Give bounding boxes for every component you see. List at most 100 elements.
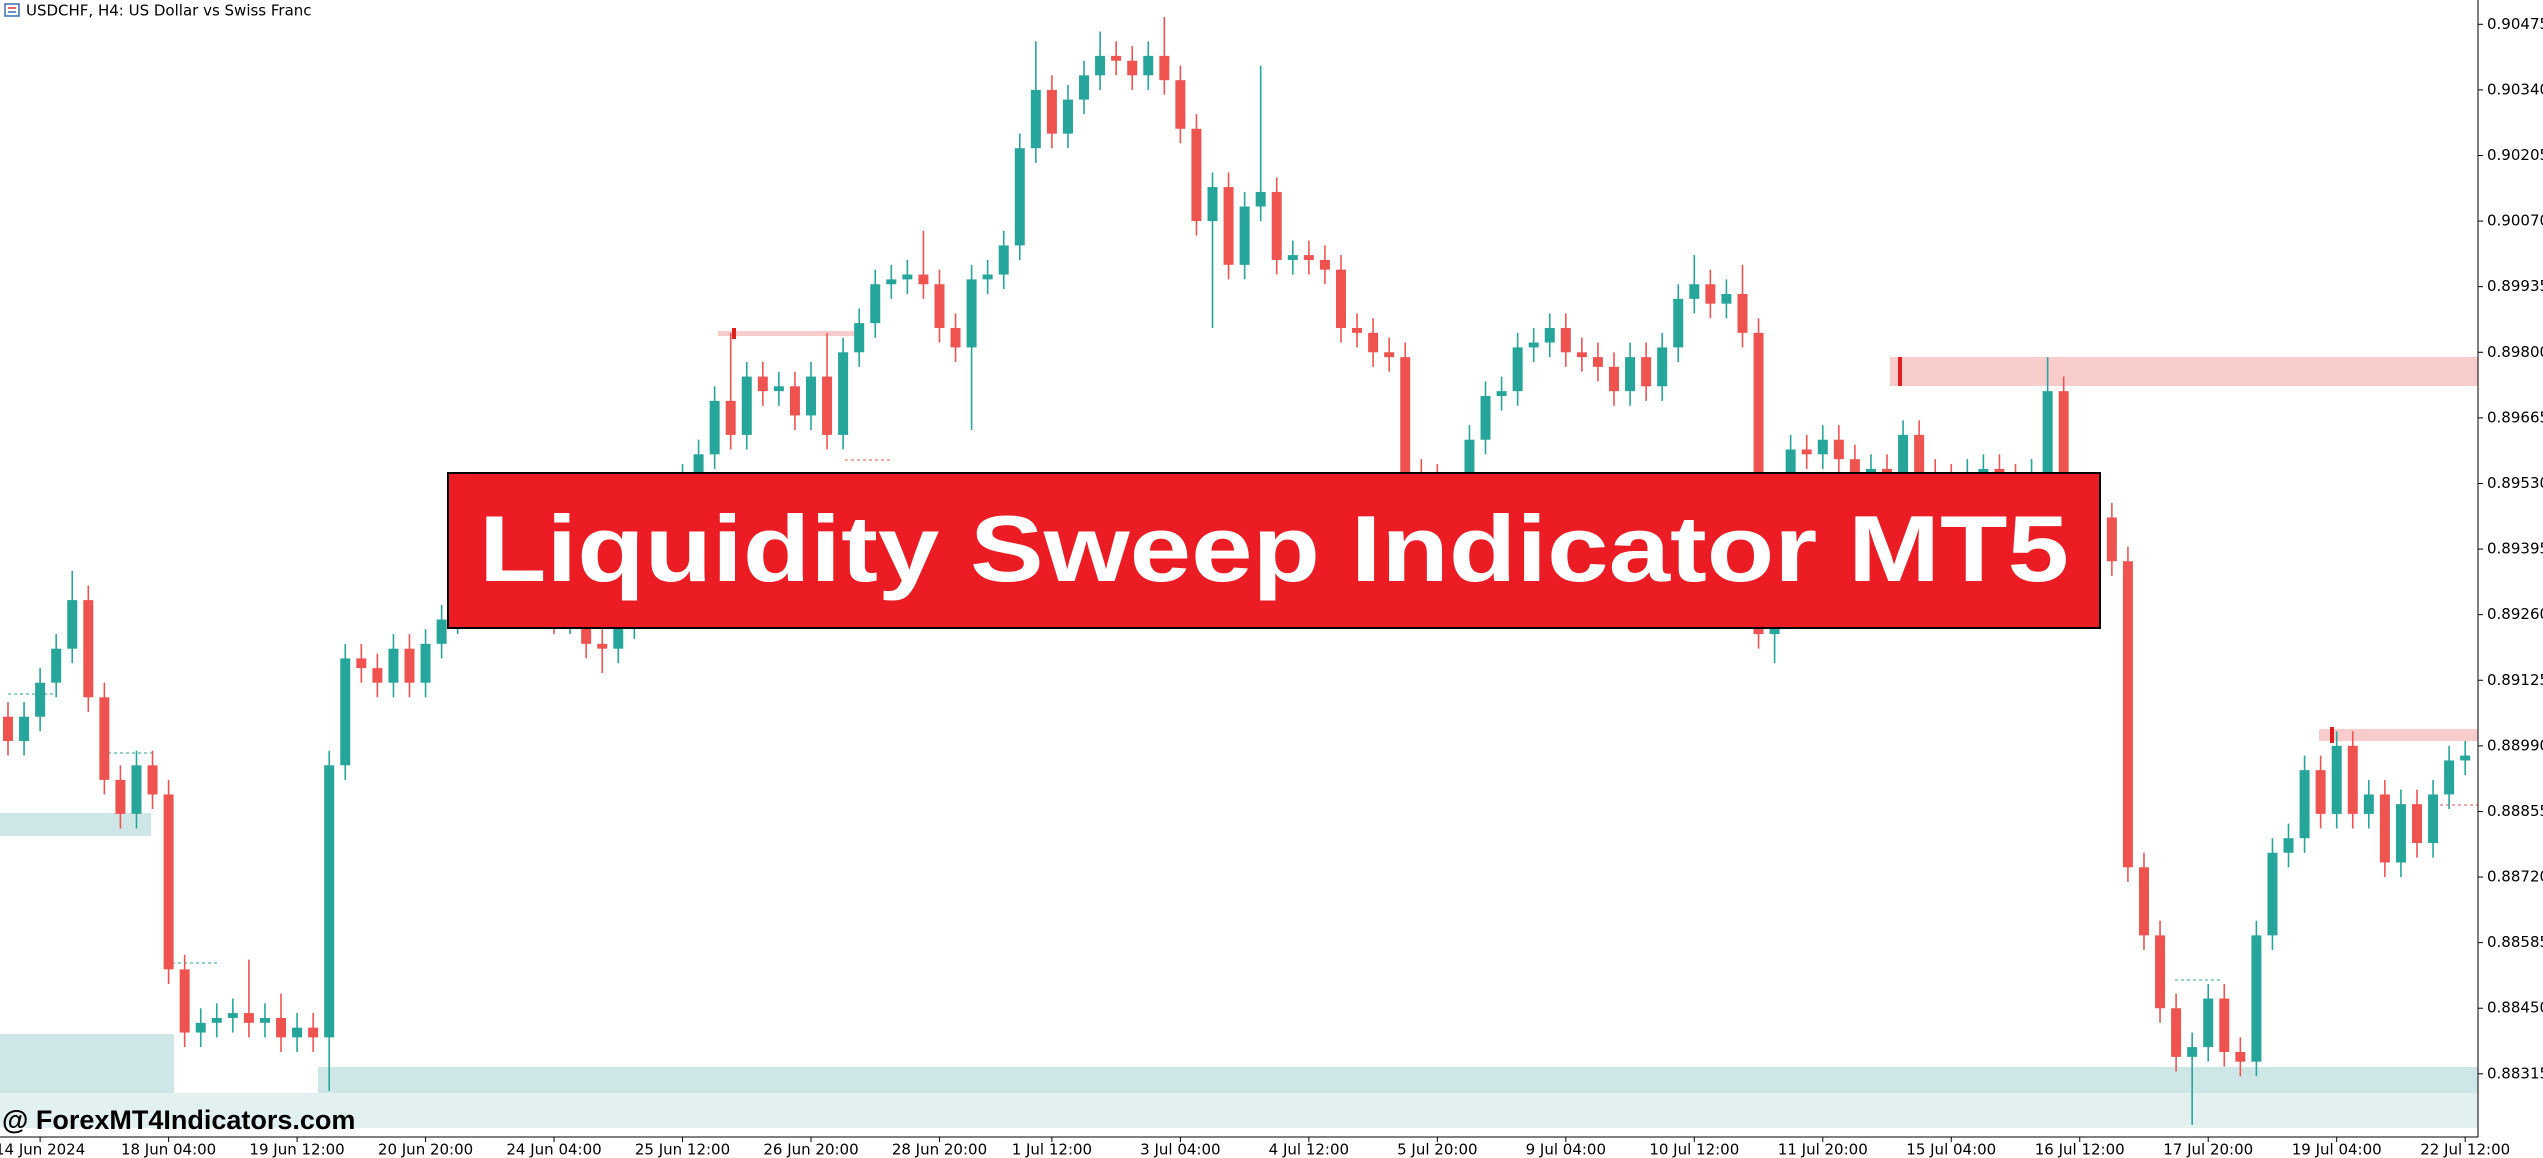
candle-body bbox=[1111, 55, 1122, 61]
y-tick-label: 0.88450 bbox=[2487, 999, 2543, 1017]
candle-body bbox=[1849, 459, 1860, 474]
candle-body bbox=[1143, 55, 1154, 76]
y-tick-label: 0.88585 bbox=[2487, 933, 2543, 951]
candle-body bbox=[2171, 1008, 2182, 1057]
x-tick-label: 15 Jul 04:00 bbox=[1906, 1141, 1996, 1158]
candle-body bbox=[372, 668, 383, 683]
candle-body bbox=[19, 716, 30, 741]
candle-body bbox=[1352, 327, 1363, 333]
candle-body bbox=[693, 454, 704, 479]
candle-body bbox=[1512, 347, 1523, 392]
demand-zone bbox=[0, 1034, 174, 1093]
x-tick-label: 24 Jun 04:00 bbox=[506, 1141, 601, 1158]
candle-body bbox=[2283, 838, 2294, 853]
candle-body bbox=[1335, 269, 1346, 328]
y-tick-label: 0.89935 bbox=[2487, 277, 2543, 295]
watermark: @ ForexMT4Indicators.com bbox=[2, 1105, 355, 1135]
candle-body bbox=[1079, 75, 1090, 100]
candle-body bbox=[131, 765, 142, 814]
candle-body bbox=[1528, 342, 1539, 348]
candle-body bbox=[789, 386, 800, 416]
banner-text: Liquidity Sweep Indicator MT5 bbox=[479, 496, 2069, 601]
candle-body bbox=[1592, 357, 1603, 367]
candle-body bbox=[2122, 561, 2133, 868]
candle-body bbox=[1496, 391, 1507, 397]
candle-body bbox=[1127, 60, 1138, 76]
candle-body bbox=[356, 658, 367, 669]
sweep-marker bbox=[732, 328, 736, 339]
y-tick-label: 0.90340 bbox=[2487, 80, 2543, 98]
candle-body bbox=[227, 1013, 238, 1018]
x-tick-label: 22 Jul 12:00 bbox=[2420, 1141, 2510, 1158]
candle-body bbox=[1384, 352, 1395, 358]
candle-body bbox=[2331, 745, 2342, 814]
candle-body bbox=[1014, 148, 1025, 246]
banner bbox=[447, 472, 2101, 629]
symbol-icon bbox=[4, 3, 20, 17]
candle-body bbox=[2203, 998, 2214, 1048]
candle-body bbox=[934, 284, 945, 328]
candle-body bbox=[2235, 1051, 2246, 1062]
y-tick-label: 0.89665 bbox=[2487, 408, 2543, 426]
candle-body bbox=[436, 619, 447, 644]
x-tick-label: 5 Jul 20:00 bbox=[1397, 1141, 1477, 1158]
candle-body bbox=[1657, 347, 1668, 387]
supply-zone bbox=[1890, 357, 2478, 386]
candle-body bbox=[2219, 998, 2230, 1052]
x-tick-label: 26 Jun 20:00 bbox=[763, 1141, 858, 1158]
candle-body bbox=[340, 658, 351, 766]
candle-body bbox=[741, 376, 752, 435]
candle-body bbox=[67, 600, 78, 649]
supply-zone bbox=[2319, 729, 2478, 741]
candle-body bbox=[1865, 468, 1876, 474]
candle-body bbox=[99, 697, 110, 780]
candle-body bbox=[773, 386, 784, 392]
candle-body bbox=[1641, 357, 1652, 387]
candle-body bbox=[3, 716, 13, 741]
candle-body bbox=[1609, 366, 1619, 392]
candle-body bbox=[1175, 80, 1186, 129]
candle-body bbox=[179, 969, 190, 1033]
y-tick-label: 0.90475 bbox=[2487, 15, 2543, 33]
candle-body bbox=[1030, 89, 1041, 149]
candle-body bbox=[998, 245, 1009, 275]
demand-zone bbox=[0, 1093, 2478, 1128]
candle-body bbox=[1705, 284, 1716, 304]
x-tick-label: 16 Jul 12:00 bbox=[2035, 1141, 2125, 1158]
y-tick-label: 0.90070 bbox=[2487, 212, 2543, 230]
x-tick-label: 1 Jul 12:00 bbox=[1012, 1141, 1092, 1158]
candle-body bbox=[757, 376, 768, 392]
candle-body bbox=[1255, 191, 1266, 207]
y-tick-label: 0.88315 bbox=[2487, 1064, 2543, 1082]
candle-body bbox=[2058, 391, 2069, 489]
candle-body bbox=[2428, 794, 2439, 844]
x-tick-label: 18 Jun 04:00 bbox=[121, 1141, 216, 1158]
x-tick-label: 28 Jun 20:00 bbox=[892, 1141, 987, 1158]
candle-body bbox=[163, 794, 174, 970]
candle-body bbox=[1978, 468, 1989, 474]
candle-body bbox=[1062, 99, 1073, 134]
candle-body bbox=[854, 323, 865, 353]
chart-title: USDCHF, H4: US Dollar vs Swiss Franc bbox=[26, 2, 312, 20]
candle-body bbox=[2395, 804, 2406, 863]
x-tick-label: 4 Jul 12:00 bbox=[1269, 1141, 1349, 1158]
y-tick-label: 0.89260 bbox=[2487, 605, 2543, 623]
candle-body bbox=[2379, 794, 2390, 863]
candle-body bbox=[2299, 770, 2310, 839]
candle-body bbox=[276, 1017, 287, 1038]
candle-body bbox=[83, 600, 94, 698]
x-tick-label: 25 Jun 12:00 bbox=[635, 1141, 730, 1158]
candle-body bbox=[597, 643, 608, 649]
candle-body bbox=[243, 1013, 254, 1023]
candle-body bbox=[1271, 191, 1282, 260]
candle-body bbox=[2155, 935, 2166, 1009]
candle-body bbox=[324, 765, 335, 1038]
candle-body bbox=[2460, 755, 2471, 761]
y-tick-label: 0.88990 bbox=[2487, 736, 2543, 754]
sweep-marker bbox=[2330, 727, 2334, 743]
candle-body bbox=[1898, 434, 1909, 479]
candle-body bbox=[1239, 206, 1250, 265]
candle-body bbox=[404, 648, 415, 683]
